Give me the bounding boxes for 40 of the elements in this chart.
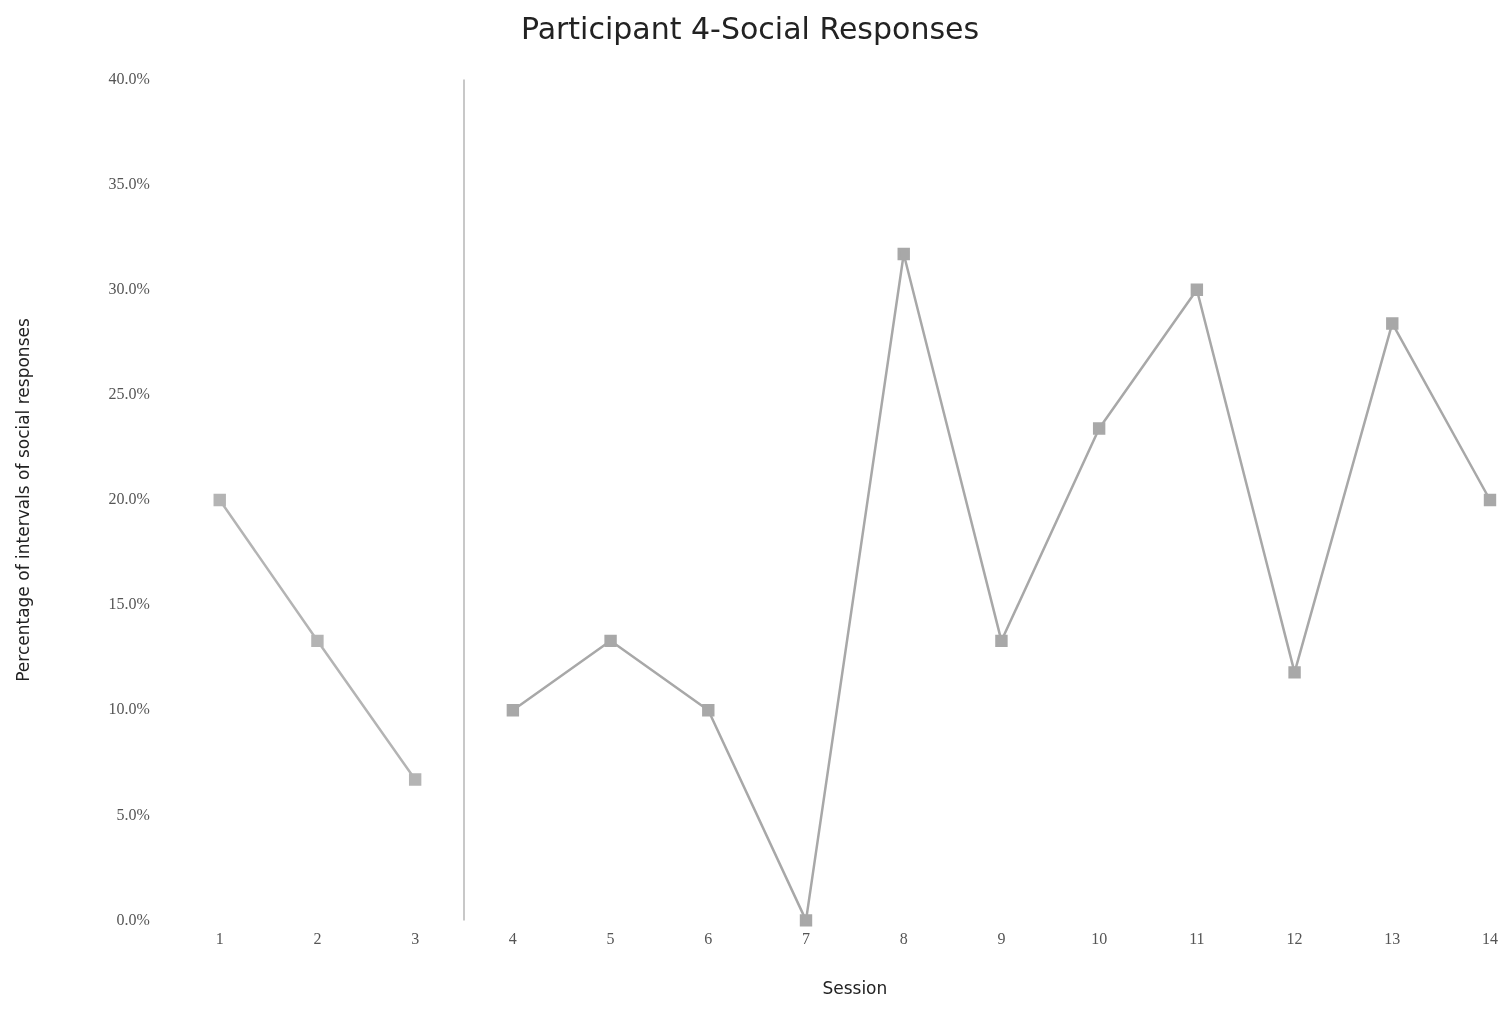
point	[1483, 493, 1497, 507]
x-tick-label: 3	[411, 930, 420, 948]
y-tick-label: 35.0%	[108, 174, 150, 192]
point	[995, 634, 1008, 648]
y-tick-label: 20.0%	[108, 490, 150, 508]
point	[1190, 283, 1204, 296]
chart-title: Participant 4-Social Responses	[520, 11, 980, 47]
point	[1386, 317, 1399, 330]
x-tick-label: 2	[313, 930, 322, 948]
y-tick-label: 10.0%	[108, 700, 150, 718]
point	[311, 634, 324, 648]
y-tick-label: 25.0%	[108, 385, 150, 403]
x-tick-label: 12	[1286, 930, 1303, 948]
x-tick-label: 8	[899, 930, 908, 948]
x-tick-label: 11	[1189, 930, 1205, 948]
x-tick-label: 1	[215, 930, 224, 948]
x-tick-label: 5	[606, 930, 615, 948]
point	[799, 914, 813, 927]
point	[506, 704, 520, 717]
x-tick-label: 10	[1091, 930, 1108, 948]
y-tick-label: 40.0%	[108, 69, 150, 87]
y-tick-label: 30.0%	[108, 280, 150, 297]
point	[604, 634, 617, 648]
x-tick-label: 14	[1482, 930, 1498, 948]
x-axis-title: Session	[822, 978, 888, 999]
x-tick-label: 7	[802, 930, 811, 948]
point	[213, 493, 226, 507]
x-tick-label: 4	[508, 930, 517, 948]
y-tick-label: 15.0%	[108, 595, 150, 613]
point	[408, 773, 422, 786]
point	[702, 704, 715, 717]
x-tick-label: 9	[997, 930, 1006, 948]
x-tick-label: 13	[1384, 930, 1401, 948]
y-tick-label: 5.0%	[116, 805, 150, 823]
y-axis-title: Percentage of intervals of social responses	[12, 318, 33, 682]
point	[897, 247, 910, 261]
point	[1092, 422, 1106, 435]
y-tick-label: 0.0%	[116, 910, 150, 928]
x-tick-label: 6	[704, 930, 713, 948]
point	[1288, 666, 1301, 679]
